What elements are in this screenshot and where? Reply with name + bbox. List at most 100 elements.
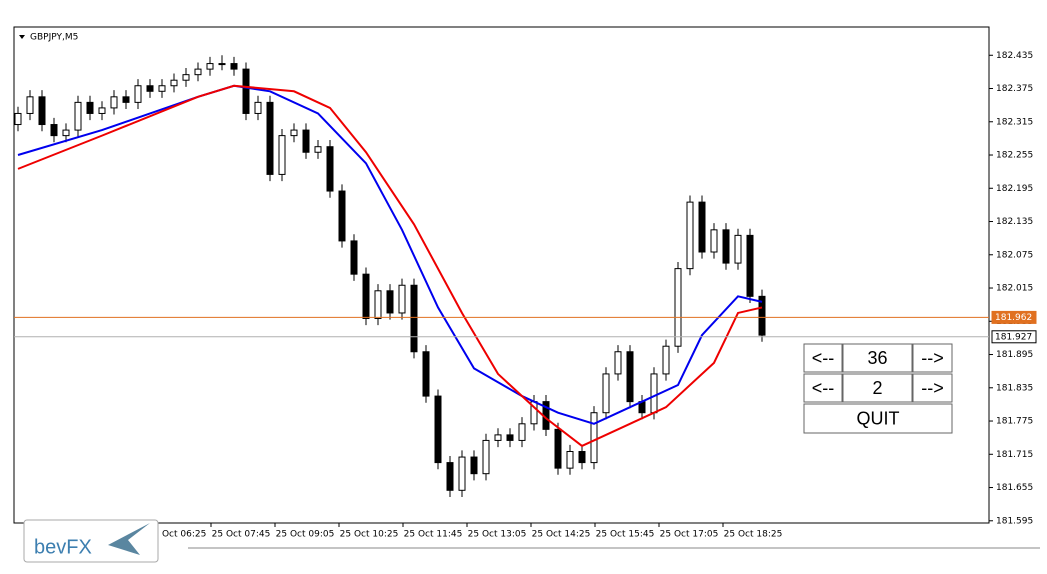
y-tick-label: 182.375 [996,84,1033,94]
candle-body [446,462,454,491]
candle-body [554,428,562,469]
control-button: --> [912,373,953,403]
candle-body [674,268,682,347]
y-tick-label: 181.775 [996,417,1033,427]
candle-body [386,290,394,314]
button-face[interactable] [912,373,953,403]
candle-body [494,434,502,441]
candle-body [566,451,574,469]
price-label-box [991,310,1037,324]
candle-body [146,85,154,92]
candle-body [62,129,70,137]
candle-body [398,284,406,314]
candle-body [686,201,694,270]
candle-body [614,351,622,375]
x-tick-label: 25 Oct 11:45 [404,530,463,540]
x-tick-label: 25 Oct 14:25 [532,530,591,540]
y-tick-label: 181.655 [996,483,1033,493]
candle-body [362,273,370,320]
candle-body [38,96,46,126]
control-button: <-- [803,373,843,403]
x-tick-label: 25 Oct 09:05 [276,530,335,540]
candle-body [86,101,94,114]
candle-body [74,101,82,131]
candle-body [734,234,742,264]
candle-body [326,146,334,192]
button-label[interactable]: 2 [872,378,882,398]
y-tick-label: 182.195 [996,184,1033,194]
candle-body [254,101,262,114]
menu-arrow[interactable] [19,35,25,39]
candle-body [134,85,142,103]
candle-body [110,96,118,109]
candle-body [314,146,322,153]
y-tick-label: 182.315 [996,117,1033,127]
candle-body [230,63,238,70]
button-face[interactable] [803,403,953,434]
candle-body [98,107,106,114]
candle-body [14,112,22,126]
button-face[interactable] [842,343,913,373]
candle-body [626,351,634,403]
symbol-title: GBPJPY,M5 [30,33,78,43]
x-tick-label: 25 Oct 18:25 [724,530,783,540]
x-tick-label: 25 Oct 13:05 [468,530,527,540]
button-label[interactable]: <-- [812,378,835,398]
logo-text: bevFX [34,536,92,558]
x-tick-label: 25 Oct 15:45 [596,530,655,540]
control-button: --> [912,343,953,373]
y-tick-label: 181.835 [996,383,1033,393]
candle-body [506,434,514,441]
candle-body [518,423,526,441]
price-label: 181.927 [995,332,1032,342]
y-tick-label: 181.715 [996,450,1033,460]
candle-body [122,96,130,103]
button-label[interactable]: --> [921,348,944,368]
x-tick-label: 25 Oct 07:45 [212,530,271,540]
button-face[interactable] [803,373,843,403]
control-button: 36 [842,343,913,373]
candle-body [218,63,226,66]
y-tick-label: 181.895 [996,350,1033,360]
candle-body [338,190,346,242]
candle-body [482,439,490,475]
candle-body [578,451,586,464]
button-label[interactable]: --> [921,378,944,398]
candle-body [458,456,466,491]
candle-body [158,85,166,92]
candle-body [302,129,310,153]
candle-body [410,284,418,353]
candle-body [650,373,658,414]
button-label[interactable]: <-- [812,348,835,368]
price-label-box [991,330,1037,344]
control-button: 2 [842,373,913,403]
button-label[interactable]: QUIT [857,408,900,428]
candle-body [710,229,718,253]
candle-body [662,345,670,375]
candle-body [422,351,430,397]
candle-body [746,234,754,297]
x-tick-label: 25 Oct 17:05 [660,530,719,540]
candle-body [602,373,610,414]
button-face[interactable] [803,343,843,373]
y-tick-label: 182.255 [996,151,1033,161]
button-label[interactable]: 36 [867,348,887,368]
candle-body [182,74,190,81]
x-tick-label: 25 Oct 10:25 [340,530,399,540]
control-button: <-- [803,343,843,373]
candle-body [722,229,730,264]
candle-body [374,290,382,320]
y-tick-label: 182.075 [996,250,1033,260]
plot-frame [13,26,990,524]
button-face[interactable] [842,373,913,403]
candle-body [278,135,286,175]
candle-body [170,79,178,87]
candle-body [242,68,250,114]
candle-body [434,395,442,464]
candle-body [26,96,34,114]
logo-bird [108,523,150,555]
button-face[interactable] [912,343,953,373]
candle-body [590,412,598,464]
y-tick-label: 181.595 [996,516,1033,526]
